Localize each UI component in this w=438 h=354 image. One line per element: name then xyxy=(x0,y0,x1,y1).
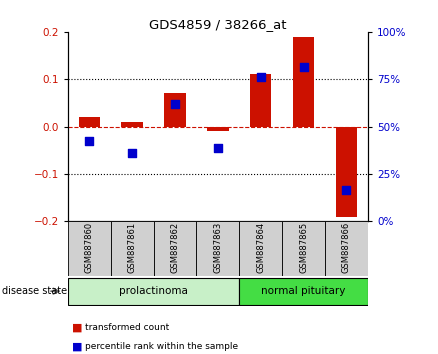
Bar xyxy=(250,74,272,127)
Text: ■: ■ xyxy=(72,322,83,332)
Text: GSM887860: GSM887860 xyxy=(85,222,94,273)
Point xyxy=(215,145,222,151)
Bar xyxy=(197,221,239,276)
Title: GDS4859 / 38266_at: GDS4859 / 38266_at xyxy=(149,18,286,31)
Text: GSM887865: GSM887865 xyxy=(299,222,308,273)
Bar xyxy=(207,127,229,131)
Text: normal pituitary: normal pituitary xyxy=(261,286,346,296)
Bar xyxy=(78,117,100,127)
Text: GSM887861: GSM887861 xyxy=(128,222,137,273)
Bar xyxy=(68,221,111,276)
Bar xyxy=(111,221,154,276)
Point xyxy=(343,188,350,193)
Text: GSM887864: GSM887864 xyxy=(256,222,265,273)
Point xyxy=(129,150,136,155)
Bar xyxy=(164,93,186,127)
Text: disease state: disease state xyxy=(2,286,67,296)
Text: GSM887863: GSM887863 xyxy=(213,222,223,273)
Point xyxy=(300,64,307,70)
Point xyxy=(257,74,264,80)
Bar xyxy=(154,221,197,276)
Bar xyxy=(282,221,325,276)
Bar xyxy=(239,221,282,276)
Point xyxy=(86,138,93,144)
Bar xyxy=(68,278,239,305)
Text: percentile rank within the sample: percentile rank within the sample xyxy=(85,342,239,352)
Bar xyxy=(336,127,357,217)
Text: prolactinoma: prolactinoma xyxy=(119,286,188,296)
Bar xyxy=(325,221,368,276)
Point xyxy=(172,101,179,107)
Bar xyxy=(293,36,314,127)
Bar xyxy=(121,122,143,127)
Text: transformed count: transformed count xyxy=(85,323,170,332)
Text: GSM887866: GSM887866 xyxy=(342,222,351,273)
Bar xyxy=(239,278,368,305)
Text: ■: ■ xyxy=(72,342,83,352)
Text: GSM887862: GSM887862 xyxy=(170,222,180,273)
